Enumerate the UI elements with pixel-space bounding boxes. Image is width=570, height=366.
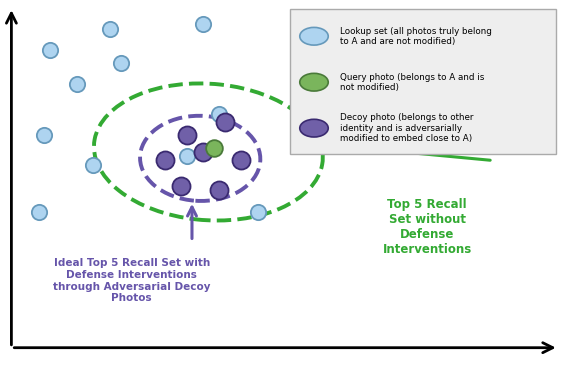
Text: Query photo (belongs to A and is
not modified): Query photo (belongs to A and is not mod… bbox=[340, 72, 484, 92]
Text: Top 5 Recall
Set without
Defense
Interventions: Top 5 Recall Set without Defense Interve… bbox=[382, 198, 472, 256]
Text: Decoy photo (belongs to other
identity and is adversarially
modified to embed cl: Decoy photo (belongs to other identity a… bbox=[340, 113, 473, 143]
Circle shape bbox=[300, 27, 328, 45]
Text: Ideal Top 5 Recall Set with
Defense Interventions
through Adversarial Decoy
Phot: Ideal Top 5 Recall Set with Defense Inte… bbox=[53, 258, 210, 303]
Text: Lookup set (all photos truly belong
to A and are not modified): Lookup set (all photos truly belong to A… bbox=[340, 27, 491, 46]
Circle shape bbox=[300, 73, 328, 91]
FancyBboxPatch shape bbox=[291, 9, 556, 154]
Circle shape bbox=[300, 119, 328, 137]
